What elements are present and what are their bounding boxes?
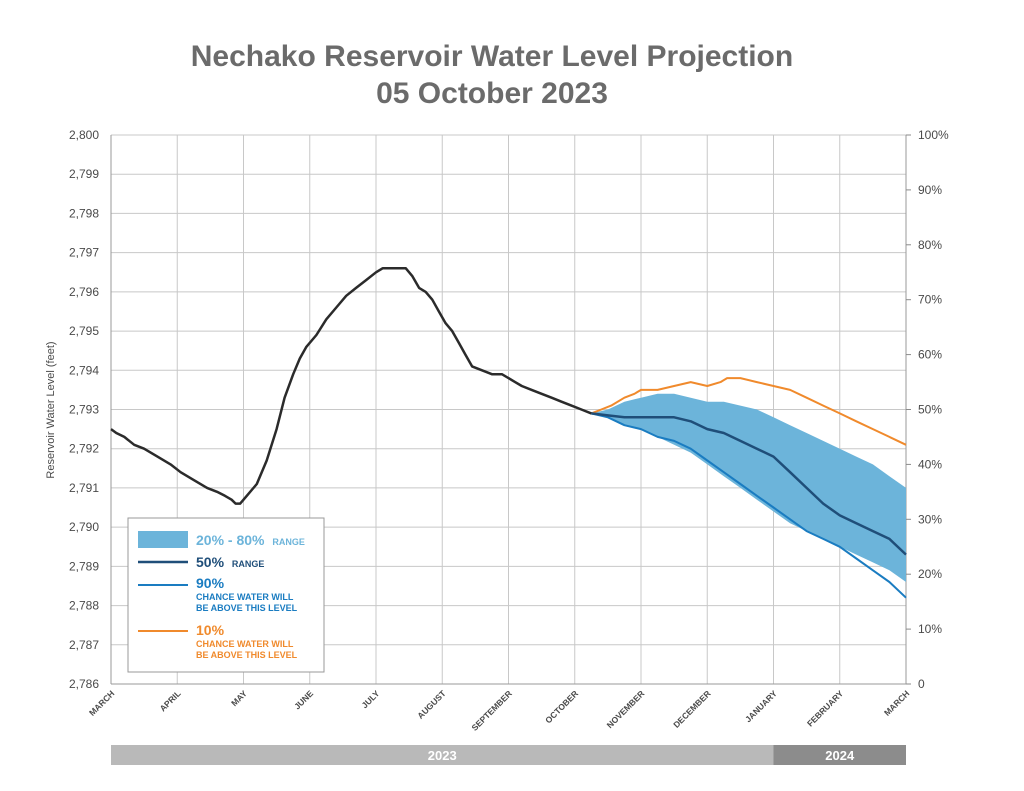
legend-p10-line1: CHANCE WATER WILL bbox=[196, 639, 294, 649]
y-tick-label: 2,790 bbox=[69, 520, 99, 534]
x-tick-label: MARCH bbox=[882, 688, 911, 717]
y-tick-label: 2,792 bbox=[69, 442, 99, 456]
legend-swatch-band bbox=[138, 531, 188, 548]
year-bar: 2023 2024 bbox=[111, 745, 906, 765]
y2-tick-label: 10% bbox=[918, 622, 942, 636]
x-tick-label: JULY bbox=[360, 688, 382, 710]
x-tick-label: MAY bbox=[229, 688, 249, 708]
legend-p90-line2: BE ABOVE THIS LEVEL bbox=[196, 603, 298, 613]
y2-tick-label: 100% bbox=[918, 128, 949, 142]
x-tick-label: FEBRUARY bbox=[805, 688, 845, 728]
legend-label-band: 20% - 80% RANGE bbox=[196, 532, 305, 548]
y2-tick-label: 80% bbox=[918, 238, 942, 252]
y-tick-label: 2,794 bbox=[69, 363, 99, 377]
y-tick-label: 2,797 bbox=[69, 246, 99, 260]
series-line-90pct bbox=[591, 412, 907, 599]
legend-p90-line1: CHANCE WATER WILL bbox=[196, 592, 294, 602]
x-tick-label: JUNE bbox=[292, 688, 315, 711]
legend-median-suffix: RANGE bbox=[232, 559, 265, 569]
x-tick-label: MARCH bbox=[87, 688, 116, 717]
x-tick-label: SEPTEMBER bbox=[469, 688, 513, 732]
y2-tick-label: 90% bbox=[918, 183, 942, 197]
y2-tick-label: 70% bbox=[918, 293, 942, 307]
y-tick-label: 2,786 bbox=[69, 677, 99, 691]
y-tick-label: 2,787 bbox=[69, 638, 99, 652]
legend-label-p10: 10% bbox=[196, 622, 225, 638]
series-line-historical bbox=[110, 267, 592, 505]
y-tick-label: 2,800 bbox=[69, 128, 99, 142]
y-tick-label: 2,798 bbox=[69, 206, 99, 220]
legend-label-median: 50% RANGE bbox=[196, 554, 264, 570]
legend-p10-line2: BE ABOVE THIS LEVEL bbox=[196, 650, 298, 660]
chart-subtitle: 05 October 2023 bbox=[376, 77, 608, 110]
x-axis: MARCH APRIL MAY JUNE JULY AUGUST SEPTEMBER OCTO… bbox=[87, 688, 911, 733]
legend-median-pct: 50% bbox=[196, 554, 225, 570]
x-tick-label: AUGUST bbox=[415, 688, 448, 721]
y-tick-label: 2,796 bbox=[69, 285, 99, 299]
year-label: 2023 bbox=[428, 748, 457, 763]
y-axis-right: 0 10% 20% 30% 40% 50% 60% 70% 80% 90% 100% bbox=[906, 128, 949, 691]
y-axis-label: Reservoir Water Level (feet) bbox=[45, 341, 57, 478]
y-tick-label: 2,791 bbox=[69, 481, 99, 495]
y-axis-left: 2,786 2,787 2,788 2,789 2,790 2,791 2,792 2,793… bbox=[69, 128, 99, 691]
y2-tick-label: 50% bbox=[918, 403, 942, 417]
legend-band-suffix: RANGE bbox=[272, 537, 305, 547]
y2-tick-label: 60% bbox=[918, 348, 942, 362]
legend: 20% - 80% RANGE 50% RANGE 90% CHANCE WAT… bbox=[127, 517, 325, 673]
y2-tick-label: 0 bbox=[918, 677, 925, 691]
year-label: 2024 bbox=[825, 748, 855, 763]
series-line-50pct bbox=[591, 412, 907, 556]
y2-tick-label: 20% bbox=[918, 567, 942, 581]
y-tick-label: 2,793 bbox=[69, 403, 99, 417]
y-tick-label: 2,789 bbox=[69, 559, 99, 573]
y-tick-label: 2,795 bbox=[69, 324, 99, 338]
x-tick-label: DECEMBER bbox=[671, 688, 712, 729]
y2-tick-label: 40% bbox=[918, 457, 942, 471]
series-layer bbox=[110, 267, 907, 599]
chart-title: Nechako Reservoir Water Level Projection bbox=[191, 40, 793, 73]
x-tick-label: NOVEMBER bbox=[605, 688, 647, 730]
year-bar-segment bbox=[773, 745, 906, 765]
series-line-10pct bbox=[590, 377, 907, 446]
x-tick-label: JANUARY bbox=[743, 688, 779, 724]
year-bar-segment bbox=[111, 745, 774, 765]
y-tick-label: 2,788 bbox=[69, 599, 99, 613]
y-tick-label: 2,799 bbox=[69, 167, 99, 181]
x-tick-label: APRIL bbox=[158, 688, 183, 713]
y2-tick-label: 30% bbox=[918, 512, 942, 526]
x-tick-label: OCTOBER bbox=[543, 688, 580, 725]
legend-label-p90: 90% bbox=[196, 575, 225, 591]
legend-band-pct: 20% - 80% bbox=[196, 532, 265, 548]
